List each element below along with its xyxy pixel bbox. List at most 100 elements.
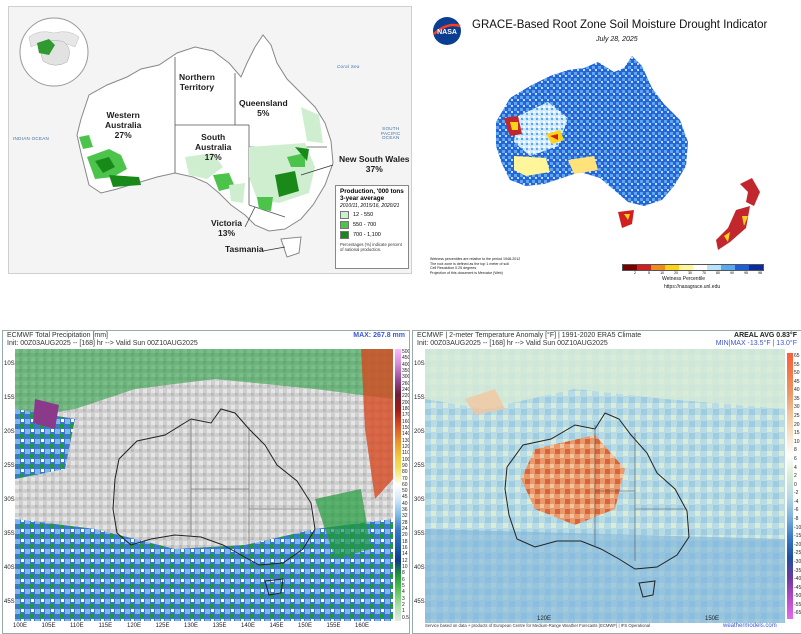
precip-panel: ECMWF Total Precipitation [mm] Init: 00Z…: [2, 330, 410, 634]
precip-colorbar-label: 60: [402, 481, 408, 488]
weathermodels-brand[interactable]: weathermodels.com: [723, 623, 777, 629]
temp-colorbar-label: -65: [794, 610, 801, 617]
precip-lon-label: 120E: [127, 623, 142, 629]
precip-colorbar-label: 3: [402, 595, 405, 602]
precip-lon-label: 140E: [241, 623, 256, 629]
precip-colorbar-label: 2: [402, 602, 405, 609]
temp-anomaly-panel: ECMWF | 2-meter Temperature Anomaly [°F]…: [412, 330, 801, 634]
temp-colorbar-label: -6: [794, 507, 799, 514]
wetness-colorbar-segment: [651, 265, 665, 270]
precip-colorbar-label: 70: [402, 475, 408, 482]
temp-lon-label: 150E: [705, 616, 720, 622]
state-label-nt: Northern Territory: [179, 72, 215, 92]
grace-footnotes: Wetness percentiles are relative to the …: [430, 257, 580, 275]
wetness-colorbar-segment: [735, 265, 749, 270]
precip-colorbar-label: 160: [402, 418, 410, 425]
precip-colorbar-label: 50: [402, 488, 408, 495]
temp-colorbar-label: 25: [794, 413, 800, 420]
precip-colorbar-label: 240: [402, 386, 410, 393]
temp-colorbar-label: -40: [794, 576, 801, 583]
grace-map-svg: [496, 56, 760, 250]
footnote-line: Projection of this document is Mercator …: [430, 270, 503, 275]
temp-lat-label: 25S: [414, 463, 425, 469]
svg-text:NASA: NASA: [437, 29, 457, 36]
precip-max: MAX: 267.8 mm: [353, 332, 405, 339]
precip-colorbar-label: 28: [402, 519, 408, 526]
temp-colorbar-label: 2: [794, 473, 797, 480]
precip-colorbar-label: 1: [402, 608, 405, 615]
grace-url[interactable]: https://nasagrace.unl.edu: [664, 284, 721, 290]
precip-lat-label: 45S: [4, 599, 15, 605]
temp-colorbar-label: 45: [794, 378, 800, 385]
temp-colorbar-label: -2: [794, 490, 799, 497]
temp-lat-label: 15S: [414, 395, 425, 401]
precip-colorbar-label: 500: [402, 349, 410, 355]
wetness-colorbar-segment: [721, 265, 735, 270]
temp-lon-label: 120E: [537, 616, 552, 622]
precip-colorbar-label: 150: [402, 424, 410, 431]
precip-colorbar-label: 170: [402, 412, 410, 419]
precip-colorbar-label: 36: [402, 507, 408, 514]
precip-colorbar-label: 200: [402, 399, 410, 406]
precip-header: ECMWF Total Precipitation [mm] Init: 00Z…: [3, 331, 409, 349]
legend-swatch: [340, 230, 349, 239]
precip-colorbar-label: 16: [402, 545, 408, 552]
footnote-line: The root zone is defined as the top 1 me…: [430, 261, 509, 266]
precip-colorbar-label: 0.5: [402, 614, 409, 621]
production-areas: [79, 107, 323, 211]
precip-colorbar-label: 400: [402, 361, 410, 368]
precip-colorbar-label: 110: [402, 450, 410, 457]
grace-tasmania: [618, 210, 634, 228]
precip-colorbar-label: 20: [402, 532, 408, 539]
coral-sea-label: Coral Sea: [337, 64, 360, 69]
temp-colorbar-label: 20: [794, 421, 800, 428]
precip-lat-label: 35S: [4, 531, 15, 537]
precip-colorbar-label: 6: [402, 576, 405, 583]
wetness-colorbar-segment: [623, 265, 637, 270]
temp-colorbar-label: 35: [794, 395, 800, 402]
precip-colorbar-label: 220: [402, 393, 410, 400]
grace-panel: NASA GRACE-Based Root Zone Soil Moisture…: [418, 6, 796, 301]
precip-lon-label: 105E: [41, 623, 56, 629]
legend-row-high: 700 - 1,100: [340, 230, 404, 239]
precip-lat-label: 20S: [4, 429, 15, 435]
temp-colorbar-label: 15: [794, 430, 800, 437]
wetness-colorbar-tick: 30: [688, 271, 692, 275]
temp-colorbar-label: 30: [794, 404, 800, 411]
legend-years: 2010/11, 2015/16, 2020/21: [340, 202, 400, 209]
wetness-colorbar-tick: 70: [702, 271, 706, 275]
temp-footer: Service based on data + products of Euro…: [425, 623, 651, 628]
legend-note: Percentages (%) indicate percent of nati…: [340, 241, 402, 252]
temp-minmax: MIN|MAX -13.5°F | 13.0°F: [715, 340, 797, 347]
temp-colorbar-label: 55: [794, 361, 800, 368]
legend-row-low: 12 - 550: [340, 210, 404, 219]
precip-map-svg: [15, 349, 393, 621]
precip-lon-label: 115E: [98, 623, 113, 629]
temp-colorbar: [787, 353, 793, 619]
grace-title: GRACE-Based Root Zone Soil Moisture Drou…: [472, 19, 768, 31]
legend-row-mid: 550 - 700: [340, 220, 404, 229]
temp-title: ECMWF | 2-meter Temperature Anomaly [°F]…: [417, 332, 642, 339]
precip-colorbar-label: 10: [402, 564, 408, 571]
state-label-vic: Victoria 13%: [211, 218, 243, 238]
precip-colorbar-label: 8: [402, 570, 405, 577]
wetness-colorbar-label: Wetness Percentile: [662, 276, 705, 282]
temp-colorbar-label: -20: [794, 541, 801, 548]
temp-colorbar-label: 4: [794, 464, 797, 471]
temp-colorbar-label: 10: [794, 438, 800, 445]
precip-colorbar-label: 12: [402, 557, 408, 564]
temp-colorbar-label: -55: [794, 601, 801, 608]
wetness-colorbar-tick: 98: [758, 271, 762, 275]
legend-row-label: 550 - 700: [353, 221, 377, 228]
temp-lat-label: 10S: [414, 361, 425, 367]
precip-colorbar-label: 120: [402, 443, 410, 450]
wetness-colorbar-tick: 20: [674, 271, 678, 275]
wetness-colorbar-segment: [637, 265, 651, 270]
precip-colorbar-label: 5: [402, 583, 405, 590]
grace-new-zealand: [716, 178, 760, 250]
legend-swatch: [340, 210, 349, 219]
temp-colorbar-label: -15: [794, 533, 801, 540]
wetness-colorbar-tick: 2: [634, 271, 636, 275]
temp-map-svg: [425, 349, 785, 623]
precip-colorbar-label: 24: [402, 526, 408, 533]
